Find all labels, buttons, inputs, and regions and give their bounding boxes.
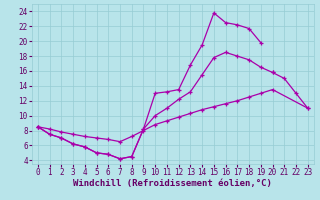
X-axis label: Windchill (Refroidissement éolien,°C): Windchill (Refroidissement éolien,°C): [73, 179, 272, 188]
